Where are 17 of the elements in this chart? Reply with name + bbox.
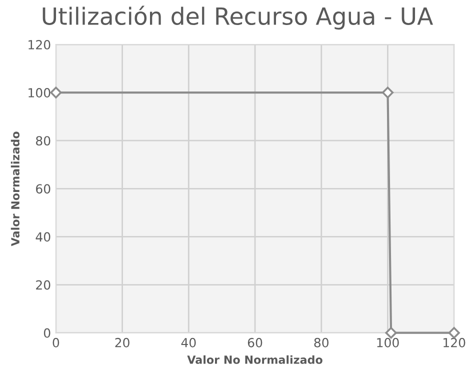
x-tick-label: 120 [444, 338, 466, 348]
y-tick-label: 120 [28, 40, 50, 50]
x-tick-label: 80 [314, 338, 328, 348]
y-tick-label: 40 [36, 232, 50, 242]
x-tick-label: 60 [248, 338, 262, 348]
chart-title: Utilización del Recurso Agua - UA [42, 6, 434, 30]
x-tick-label: 20 [115, 338, 130, 348]
x-tick-label: 100 [377, 338, 399, 348]
y-axis-title: Valor Normalizado [10, 132, 20, 246]
y-tick-label: 20 [36, 280, 50, 290]
x-tick-label: 0 [52, 338, 60, 348]
y-tick-label: 100 [28, 88, 50, 98]
y-tick-label: 80 [36, 136, 50, 146]
y-tick-label: 0 [44, 328, 50, 338]
x-tick-label: 40 [181, 338, 196, 348]
y-tick-label: 60 [36, 184, 50, 194]
x-axis-title: Valor No Normalizado [187, 355, 322, 364]
